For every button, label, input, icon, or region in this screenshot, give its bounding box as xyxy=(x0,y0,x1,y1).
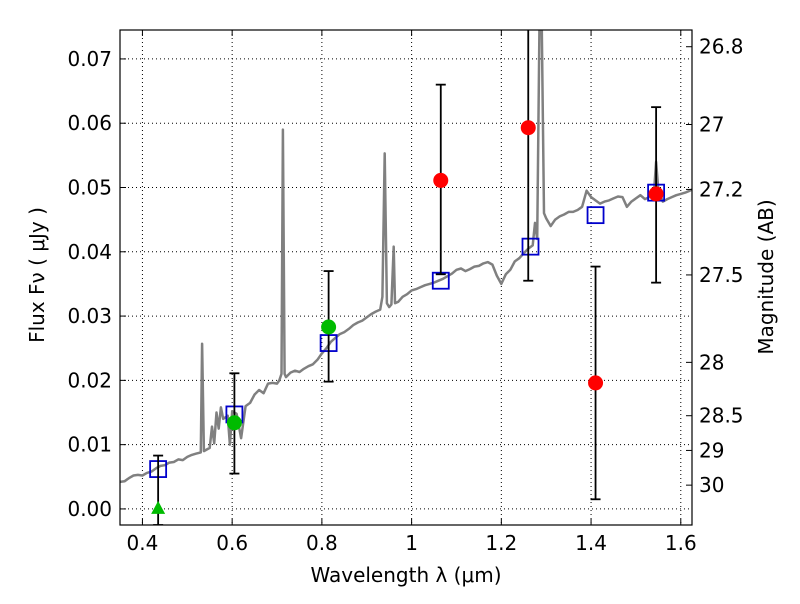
flux-point-marker xyxy=(226,415,242,431)
flux-point-marker xyxy=(588,375,604,391)
upper-limit-marker xyxy=(151,500,166,514)
flux-point-marker xyxy=(433,172,449,188)
right-tick-label: 27 xyxy=(699,113,724,137)
y-tick-label: 0.03 xyxy=(67,304,112,328)
y-tick-label: 0.06 xyxy=(67,111,112,135)
x-tick-label: 1 xyxy=(405,531,418,555)
right-tick-label: 28.5 xyxy=(699,404,744,428)
plot-frame xyxy=(119,29,693,526)
y-tick-label: 0.05 xyxy=(67,176,112,200)
model-square-marker xyxy=(586,206,605,225)
flux-point-marker xyxy=(321,319,337,335)
flux-point-marker xyxy=(648,186,664,202)
right-tick-label: 29 xyxy=(699,438,724,462)
y-tick-label: 0.07 xyxy=(67,47,112,71)
x-tick-label: 0.6 xyxy=(216,531,248,555)
right-tick-label: 27.5 xyxy=(699,263,744,287)
x-tick-label: 0.4 xyxy=(127,531,159,555)
plot-layer xyxy=(120,30,692,525)
y-tick-label: 0.01 xyxy=(67,433,112,457)
y-tick-label: 0.02 xyxy=(67,368,112,392)
x-tick-label: 1.4 xyxy=(575,531,607,555)
x-tick-label: 1.6 xyxy=(665,531,697,555)
right-tick-label: 26.8 xyxy=(699,35,744,59)
axes-layer: 0.4 0.6 0.8 1 1.2 1.4 1.6 0.00 0.01 0.02 0.03 0.04 0… xyxy=(67,29,744,555)
x-tick-label: 1.2 xyxy=(485,531,517,555)
right-tick-label: 30 xyxy=(699,473,724,497)
flux-point-marker xyxy=(520,120,536,136)
y-tick-label: 0.00 xyxy=(67,497,112,521)
y-tick-label: 0.04 xyxy=(67,240,112,264)
x-axis-title: Wavelength λ (μm) xyxy=(310,563,501,587)
x-tick-label: 0.8 xyxy=(306,531,338,555)
right-tick-label: 28 xyxy=(699,350,724,374)
y-axis-title: Flux Fν ( μJy ) xyxy=(25,207,49,343)
right-axis-title: Magnitude (AB) xyxy=(754,199,778,354)
model-square-marker xyxy=(521,237,540,256)
right-tick-label: 27.2 xyxy=(699,177,744,201)
spectrum-line xyxy=(120,30,692,484)
